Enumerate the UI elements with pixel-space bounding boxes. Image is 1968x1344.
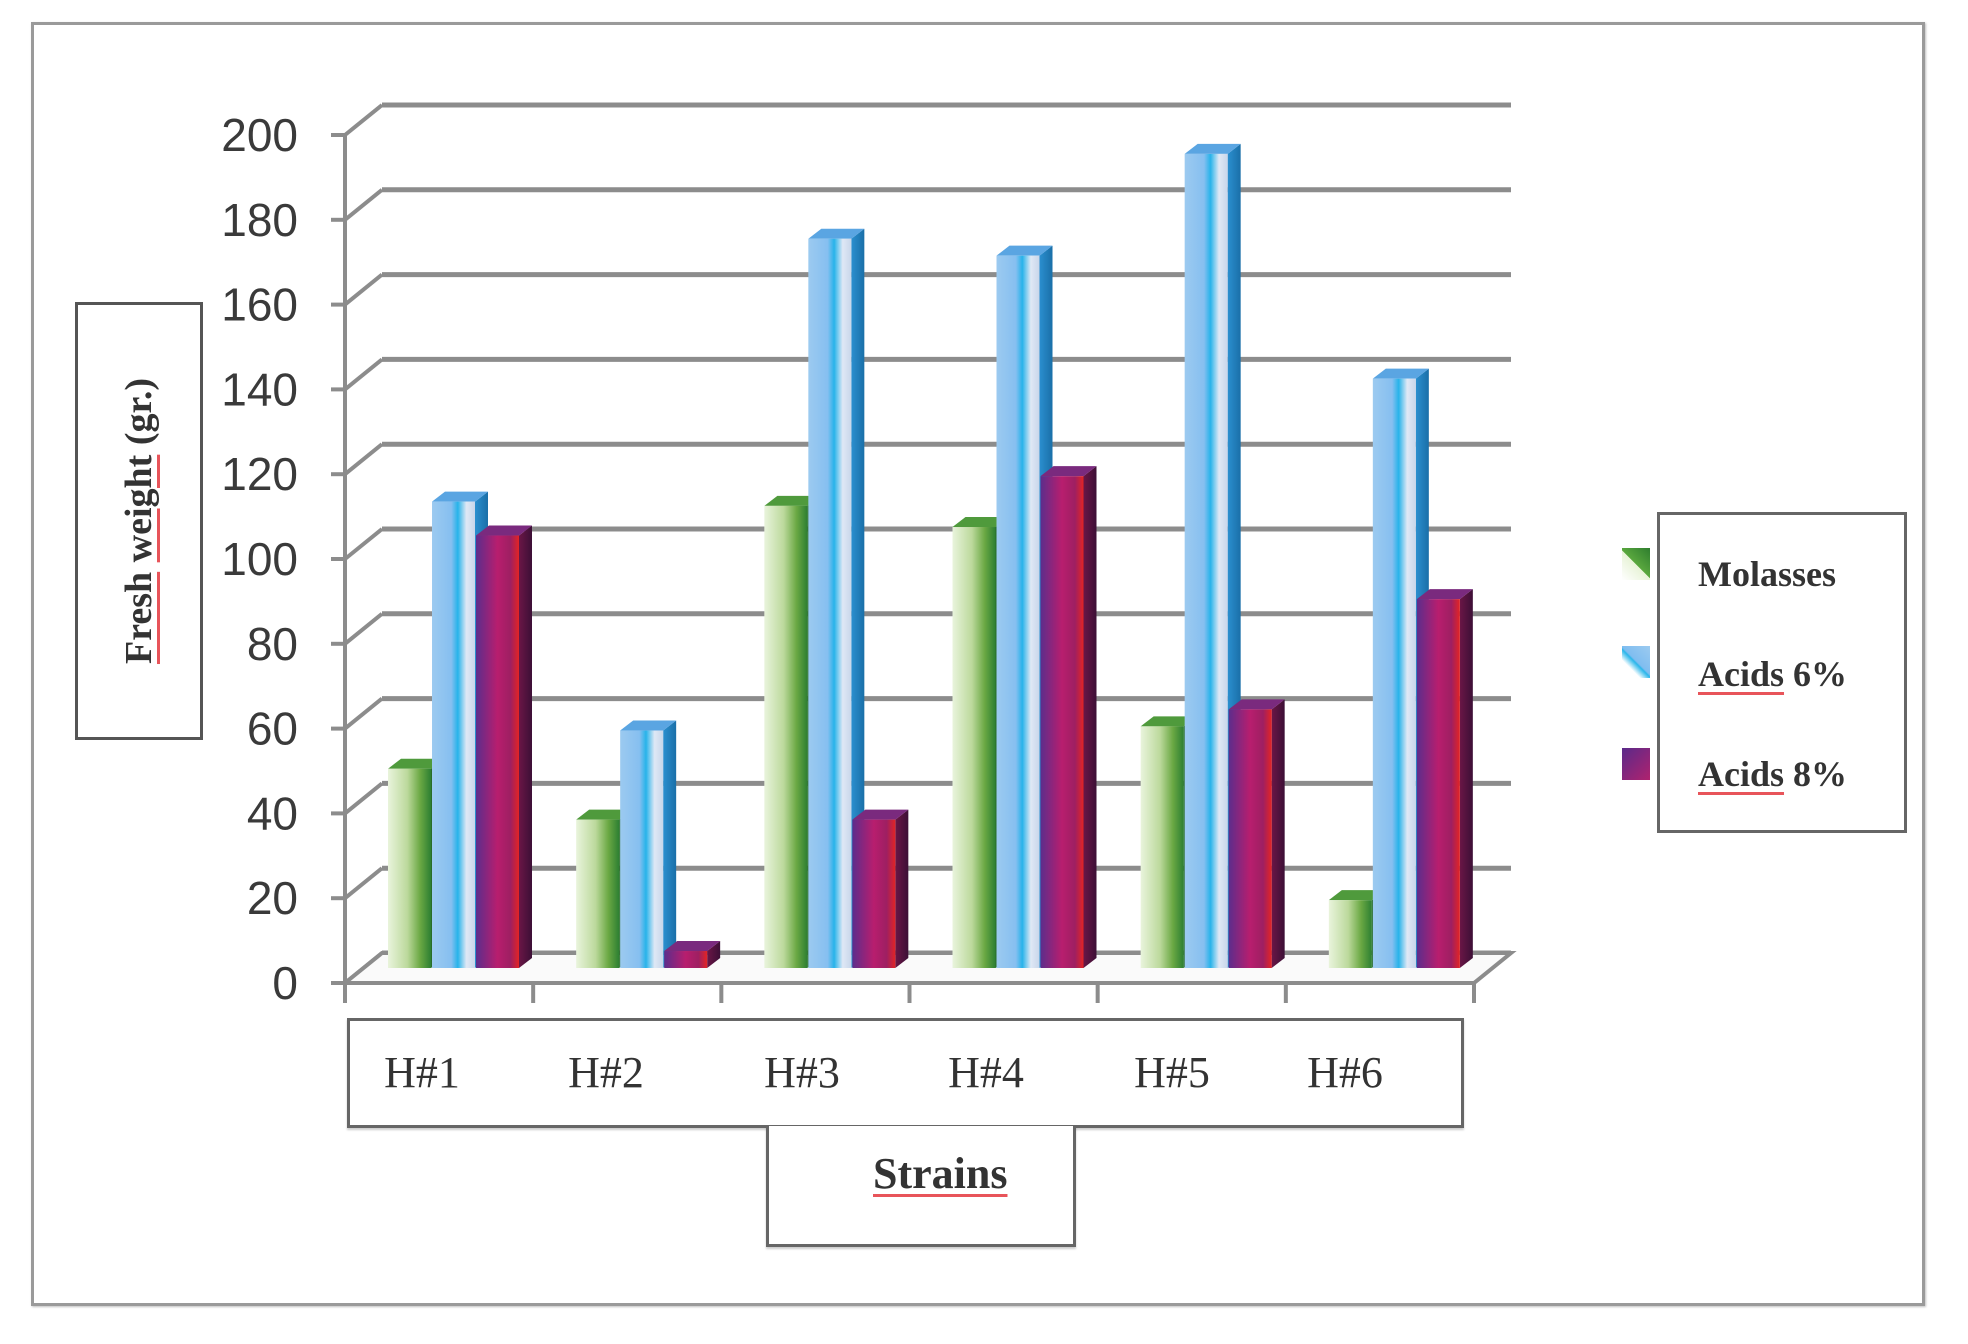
- y-tick-label: 180: [221, 194, 298, 246]
- x-axis-category-box: H#1 H#2 H#3 H#4 H#5 H#6: [347, 1018, 1464, 1128]
- y-tick-label: 120: [221, 448, 298, 500]
- legend-label-suffix: 6%: [1784, 654, 1848, 694]
- legend-label: Acids: [1698, 654, 1785, 694]
- category-label: H#1: [384, 1048, 460, 1097]
- bar-acids-8--4: [1228, 699, 1285, 968]
- chart-frame: [31, 22, 1925, 1306]
- category-label: H#3: [764, 1048, 840, 1097]
- y-tick-label: 60: [247, 703, 298, 755]
- x-axis-title-box: Strains: [766, 1126, 1076, 1247]
- y-tick-label: 40: [247, 787, 298, 839]
- legend-item-molasses: Molasses: [1698, 553, 1836, 595]
- y-tick-label: 200: [221, 109, 298, 161]
- x-axis-title: Strains: [873, 1149, 1008, 1198]
- y-axis-title-word2: weight: [118, 454, 160, 563]
- bar-acids-8--0: [476, 525, 532, 968]
- y-tick-label: 80: [247, 618, 298, 670]
- y-axis-title-word1: Fresh: [118, 571, 160, 665]
- y-tick-labels: 0 20 40 60 80 100 120 140 160 180 200: [221, 109, 298, 1009]
- bar-acids-6--1: [620, 720, 677, 968]
- bar-acids-8--3: [1040, 466, 1097, 968]
- bar-acids-8--1: [664, 941, 721, 968]
- legend-swatch-acids-8: [1622, 748, 1650, 780]
- bars: [388, 143, 1473, 969]
- y-tick-label: 0: [272, 957, 298, 1009]
- legend-item-acids-6: Acids 6%: [1698, 653, 1847, 695]
- category-label: H#2: [568, 1048, 644, 1097]
- y-tick-label: 160: [221, 279, 298, 331]
- category-label: H#5: [1134, 1048, 1210, 1097]
- category-label: H#6: [1307, 1048, 1383, 1097]
- legend-label-suffix: 8%: [1784, 754, 1848, 794]
- legend-item-acids-8: Acids 8%: [1698, 753, 1847, 795]
- bar-acids-6--2: [808, 228, 865, 969]
- y-tick-label: 20: [247, 872, 298, 924]
- legend-label: Molasses: [1698, 554, 1836, 594]
- legend-swatch-molasses: [1622, 548, 1650, 580]
- legend: Molasses Acids 6% Acids 8%: [1657, 512, 1907, 833]
- bar-acids-8--2: [852, 809, 909, 968]
- bar-acids-8--5: [1416, 589, 1473, 968]
- category-label: H#4: [948, 1048, 1024, 1097]
- y-axis-title-unit: (gr.): [118, 377, 160, 446]
- legend-label: Acids: [1698, 754, 1785, 794]
- legend-swatch-acids-6: [1622, 646, 1650, 678]
- y-tick-label: 100: [221, 533, 298, 585]
- y-axis-title: Fresh weight (gr.): [117, 378, 161, 664]
- y-tick-label: 140: [221, 363, 298, 415]
- y-axis-title-box: Fresh weight (gr.): [75, 302, 203, 740]
